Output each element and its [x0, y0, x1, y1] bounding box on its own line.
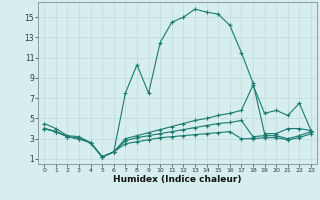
X-axis label: Humidex (Indice chaleur): Humidex (Indice chaleur)	[113, 175, 242, 184]
